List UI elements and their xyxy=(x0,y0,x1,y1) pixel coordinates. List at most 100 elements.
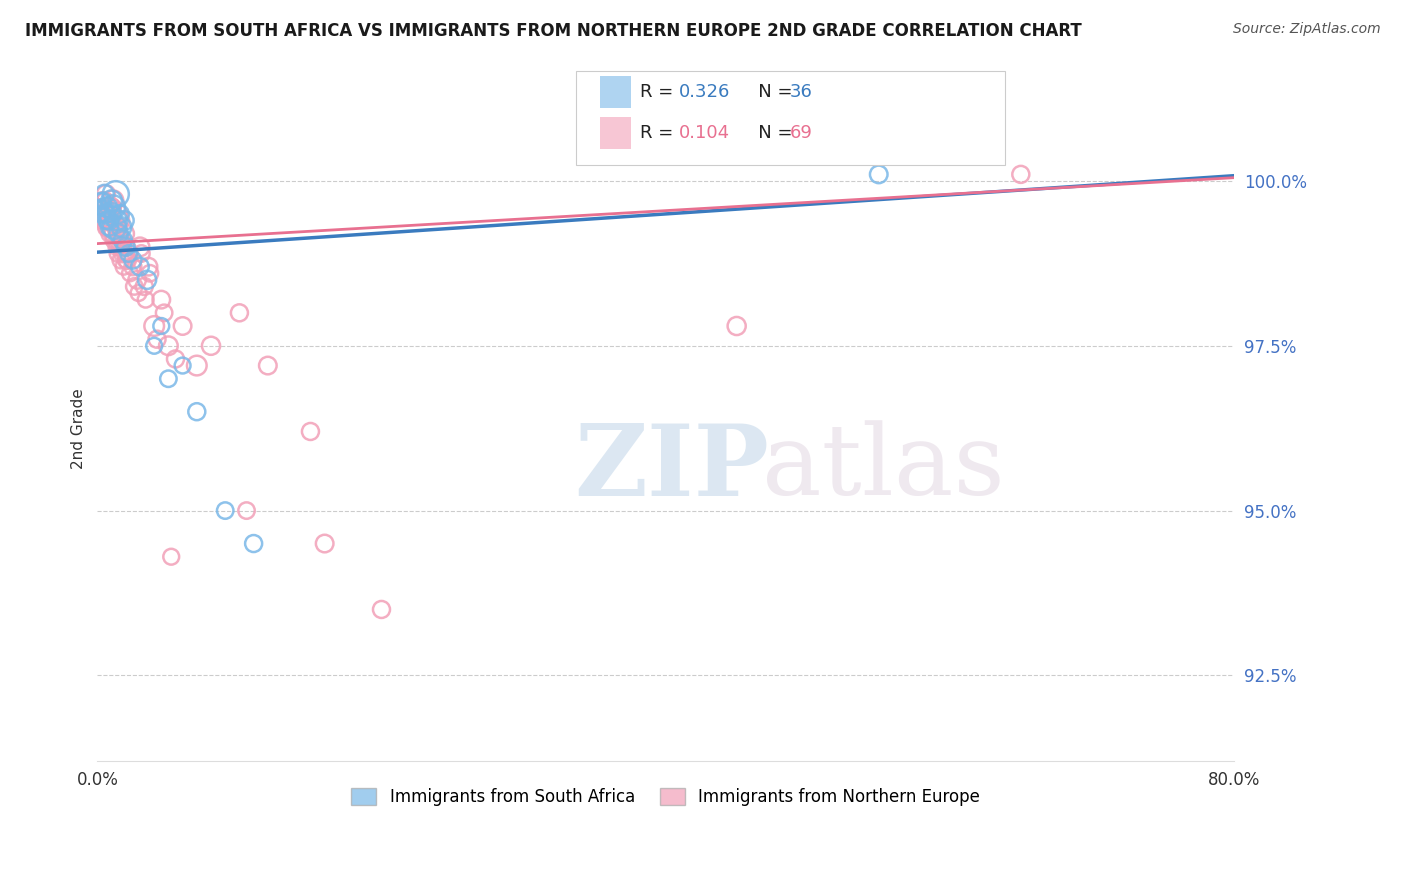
Point xyxy=(111,233,134,247)
Point xyxy=(105,240,128,254)
Point xyxy=(228,306,250,320)
Point xyxy=(370,602,392,616)
Text: ZIP: ZIP xyxy=(575,419,769,516)
Point xyxy=(117,246,139,260)
Point xyxy=(107,246,129,260)
Point xyxy=(96,213,118,227)
Point xyxy=(93,213,115,227)
Point xyxy=(97,207,120,221)
Point xyxy=(110,220,132,235)
Point xyxy=(138,260,160,274)
Point xyxy=(242,536,264,550)
Point xyxy=(101,200,124,214)
Point xyxy=(165,351,187,366)
Point xyxy=(112,260,135,274)
Point xyxy=(1010,167,1032,181)
Text: N =: N = xyxy=(741,124,799,142)
Point xyxy=(256,359,278,373)
Point xyxy=(98,200,121,214)
Point xyxy=(110,240,132,254)
Point xyxy=(108,207,131,221)
Point xyxy=(135,293,157,307)
Point xyxy=(112,227,135,241)
Point xyxy=(96,220,118,235)
Point xyxy=(98,220,121,235)
Text: 0.326: 0.326 xyxy=(679,83,731,101)
Point xyxy=(91,194,114,208)
Point xyxy=(97,213,120,227)
Point xyxy=(868,167,890,181)
Point xyxy=(90,207,112,221)
Point xyxy=(111,246,134,260)
Point xyxy=(100,213,122,227)
Text: IMMIGRANTS FROM SOUTH AFRICA VS IMMIGRANTS FROM NORTHERN EUROPE 2ND GRADE CORREL: IMMIGRANTS FROM SOUTH AFRICA VS IMMIGRAN… xyxy=(25,22,1083,40)
Point xyxy=(104,220,127,235)
Point xyxy=(128,286,150,301)
Point xyxy=(150,293,173,307)
Point xyxy=(124,279,146,293)
Point xyxy=(94,194,117,208)
Point xyxy=(136,273,159,287)
Point xyxy=(186,359,208,373)
Legend: Immigrants from South Africa, Immigrants from Northern Europe: Immigrants from South Africa, Immigrants… xyxy=(344,781,987,813)
Text: atlas: atlas xyxy=(762,420,1005,516)
Point xyxy=(157,339,180,353)
Point xyxy=(90,194,112,208)
Point xyxy=(111,233,134,247)
Point xyxy=(172,318,194,333)
Point xyxy=(150,318,173,333)
Point xyxy=(103,233,125,247)
Point xyxy=(93,213,115,227)
Text: R =: R = xyxy=(640,83,679,101)
Point xyxy=(114,246,136,260)
Point xyxy=(107,233,129,247)
Point xyxy=(127,273,149,287)
Point xyxy=(91,194,114,208)
Point xyxy=(314,536,336,550)
Point xyxy=(96,200,118,214)
Text: N =: N = xyxy=(741,83,799,101)
Point xyxy=(129,240,152,254)
Point xyxy=(93,187,115,202)
Point xyxy=(108,213,131,227)
Point xyxy=(153,306,176,320)
Point xyxy=(104,207,127,221)
Point xyxy=(90,207,112,221)
Point xyxy=(100,213,122,227)
Point xyxy=(100,194,122,208)
Point xyxy=(91,207,114,221)
Point xyxy=(107,227,129,241)
Point xyxy=(101,207,124,221)
Point xyxy=(117,246,139,260)
Text: 0.104: 0.104 xyxy=(679,124,730,142)
Point xyxy=(90,200,112,214)
Point xyxy=(143,318,166,333)
Point xyxy=(200,339,222,353)
Point xyxy=(139,266,162,280)
Point xyxy=(299,425,322,439)
Point xyxy=(115,253,138,268)
Point xyxy=(214,503,236,517)
Point xyxy=(114,240,136,254)
Point xyxy=(94,187,117,202)
Point xyxy=(235,503,257,517)
Point xyxy=(112,213,135,227)
Point xyxy=(118,266,141,280)
Point xyxy=(157,372,180,386)
Point xyxy=(101,194,124,208)
Point xyxy=(122,260,145,274)
Point xyxy=(89,200,111,214)
Text: 36: 36 xyxy=(790,83,813,101)
Point xyxy=(134,279,156,293)
Point xyxy=(105,213,128,227)
Point xyxy=(186,405,208,419)
Point xyxy=(108,227,131,241)
Point xyxy=(89,200,111,214)
Point xyxy=(110,253,132,268)
Point xyxy=(725,318,748,333)
Point xyxy=(115,253,138,268)
Point xyxy=(129,260,152,274)
Point xyxy=(98,227,121,241)
Point xyxy=(160,549,183,564)
Point xyxy=(172,359,194,373)
